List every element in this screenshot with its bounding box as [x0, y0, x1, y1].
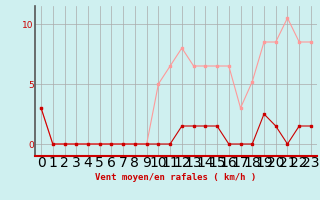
X-axis label: Vent moyen/en rafales ( km/h ): Vent moyen/en rafales ( km/h ) — [95, 173, 257, 182]
